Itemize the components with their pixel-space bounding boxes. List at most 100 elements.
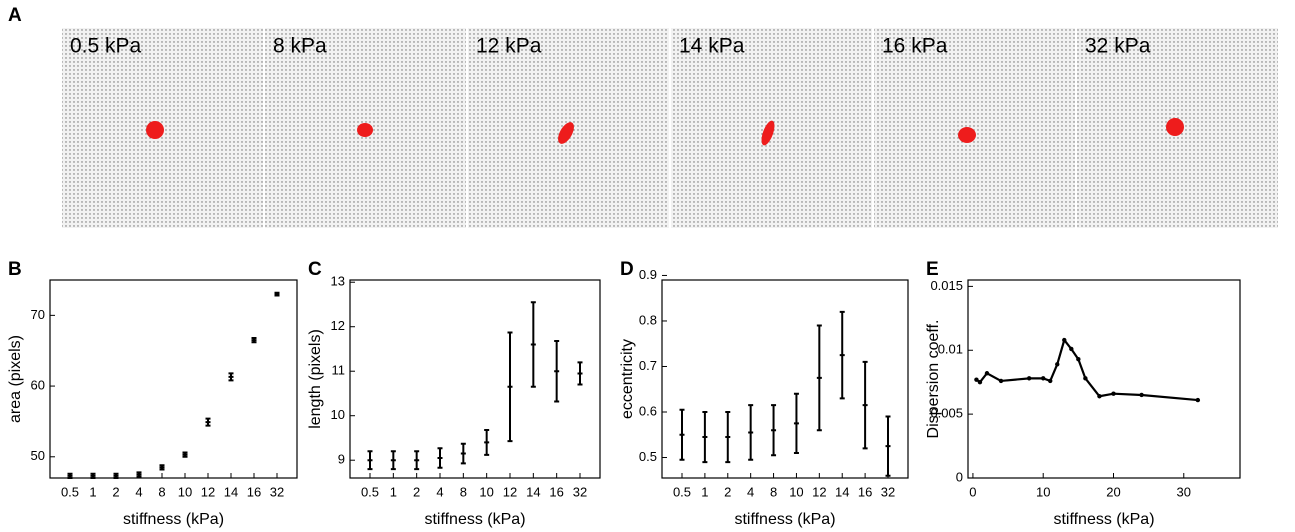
data-point bbox=[1062, 337, 1067, 343]
data-line bbox=[975, 337, 1198, 402]
x-tick-label: 32 bbox=[573, 484, 587, 499]
y-tick-label: 0.005 bbox=[930, 406, 963, 421]
x-tick-label: 12 bbox=[503, 484, 517, 499]
error-bar bbox=[748, 404, 754, 461]
image-label: 8 kPa bbox=[273, 35, 327, 58]
x-tick-label: 10 bbox=[1036, 484, 1050, 499]
cell-blob bbox=[146, 121, 164, 139]
panel-label: D bbox=[620, 259, 634, 280]
panel-label: A bbox=[8, 5, 22, 26]
error-bar bbox=[67, 472, 73, 479]
x-axis-label: stiffness (kPa) bbox=[1053, 511, 1154, 528]
data-point bbox=[977, 379, 983, 385]
y-tick-label: 50 bbox=[31, 448, 45, 463]
data-point bbox=[998, 378, 1004, 384]
panel-label: C bbox=[308, 259, 322, 280]
x-tick-label: 2 bbox=[413, 484, 420, 499]
x-axis-label: stiffness (kPa) bbox=[123, 511, 224, 528]
error-bar bbox=[437, 447, 443, 469]
x-tick-label: 1 bbox=[701, 484, 708, 499]
error-bar bbox=[90, 472, 96, 479]
x-tick-label: 32 bbox=[270, 484, 284, 499]
y-axis-label: length (pixels) bbox=[307, 329, 324, 429]
data-point bbox=[1041, 376, 1046, 381]
panel-label: E bbox=[926, 259, 939, 280]
data-point bbox=[1076, 357, 1081, 362]
error-bar bbox=[274, 291, 280, 297]
data-point bbox=[984, 371, 990, 376]
error-bar bbox=[530, 301, 536, 388]
error-bar bbox=[554, 339, 560, 403]
data-point bbox=[1048, 378, 1053, 384]
y-tick-label: 0.9 bbox=[639, 267, 657, 282]
x-tick-label: 8 bbox=[460, 484, 467, 499]
image-label: 12 kPa bbox=[476, 35, 542, 58]
x-tick-label: 4 bbox=[135, 484, 142, 499]
x-tick-label: 12 bbox=[812, 484, 826, 499]
cell-blob bbox=[1166, 118, 1184, 136]
data-point bbox=[1111, 391, 1116, 396]
y-tick-label: 13 bbox=[331, 274, 345, 289]
error-bar bbox=[816, 324, 822, 432]
image-label: 0.5 kPa bbox=[70, 35, 142, 58]
image-label: 16 kPa bbox=[882, 35, 948, 58]
x-tick-label: 16 bbox=[247, 484, 261, 499]
cell-blob bbox=[958, 127, 976, 143]
error-bar bbox=[885, 415, 891, 477]
y-tick-label: 60 bbox=[31, 378, 45, 393]
data-point bbox=[1097, 394, 1102, 399]
error-bar bbox=[113, 472, 119, 479]
error-bar bbox=[793, 392, 799, 454]
x-tick-label: 1 bbox=[89, 484, 96, 499]
error-bar bbox=[484, 428, 490, 456]
data-point bbox=[1069, 346, 1074, 352]
error-bar bbox=[725, 411, 731, 464]
x-tick-label: 16 bbox=[549, 484, 563, 499]
x-tick-label: 2 bbox=[724, 484, 731, 499]
x-tick-label: 30 bbox=[1177, 484, 1191, 499]
x-tick-label: 10 bbox=[789, 484, 803, 499]
x-axis-label: stiffness (kPa) bbox=[734, 511, 835, 528]
cell-blob bbox=[357, 123, 373, 137]
cell-blob bbox=[761, 120, 775, 146]
error-bar bbox=[159, 464, 165, 471]
cell-blob bbox=[558, 122, 574, 144]
y-tick-label: 9 bbox=[338, 452, 345, 467]
error-bar bbox=[228, 372, 234, 382]
error-bar bbox=[182, 451, 188, 458]
x-tick-label: 8 bbox=[158, 484, 165, 499]
error-bar bbox=[507, 331, 513, 443]
image-tile bbox=[874, 28, 1075, 228]
x-tick-label: 0.5 bbox=[673, 484, 691, 499]
data-point bbox=[1083, 376, 1088, 381]
y-axis-label: Dispersion coeff. bbox=[925, 320, 942, 439]
x-tick-label: 14 bbox=[224, 484, 238, 499]
x-tick-label: 4 bbox=[436, 484, 443, 499]
error-bar bbox=[460, 442, 466, 465]
y-tick-label: 0.01 bbox=[938, 342, 963, 357]
y-axis-label: eccentricity bbox=[619, 339, 636, 419]
data-point bbox=[1195, 397, 1201, 403]
error-bar bbox=[136, 471, 142, 478]
x-tick-label: 2 bbox=[112, 484, 119, 499]
error-bar bbox=[414, 450, 420, 471]
error-bar bbox=[771, 404, 777, 457]
y-tick-label: 0.6 bbox=[639, 403, 657, 418]
x-tick-label: 16 bbox=[858, 484, 872, 499]
error-bar bbox=[251, 336, 257, 344]
data-point bbox=[974, 377, 979, 382]
x-tick-label: 0 bbox=[969, 484, 976, 499]
x-tick-label: 20 bbox=[1106, 484, 1120, 499]
error-bar bbox=[390, 450, 396, 471]
image-label: 14 kPa bbox=[679, 35, 745, 58]
error-bar bbox=[205, 417, 211, 427]
data-point bbox=[1055, 362, 1060, 367]
y-tick-label: 0.8 bbox=[639, 312, 657, 327]
error-bar bbox=[367, 450, 373, 471]
plot-frame bbox=[661, 279, 909, 479]
y-tick-label: 0.015 bbox=[930, 278, 963, 293]
y-tick-label: 12 bbox=[331, 318, 345, 333]
plot-frame bbox=[49, 279, 298, 479]
